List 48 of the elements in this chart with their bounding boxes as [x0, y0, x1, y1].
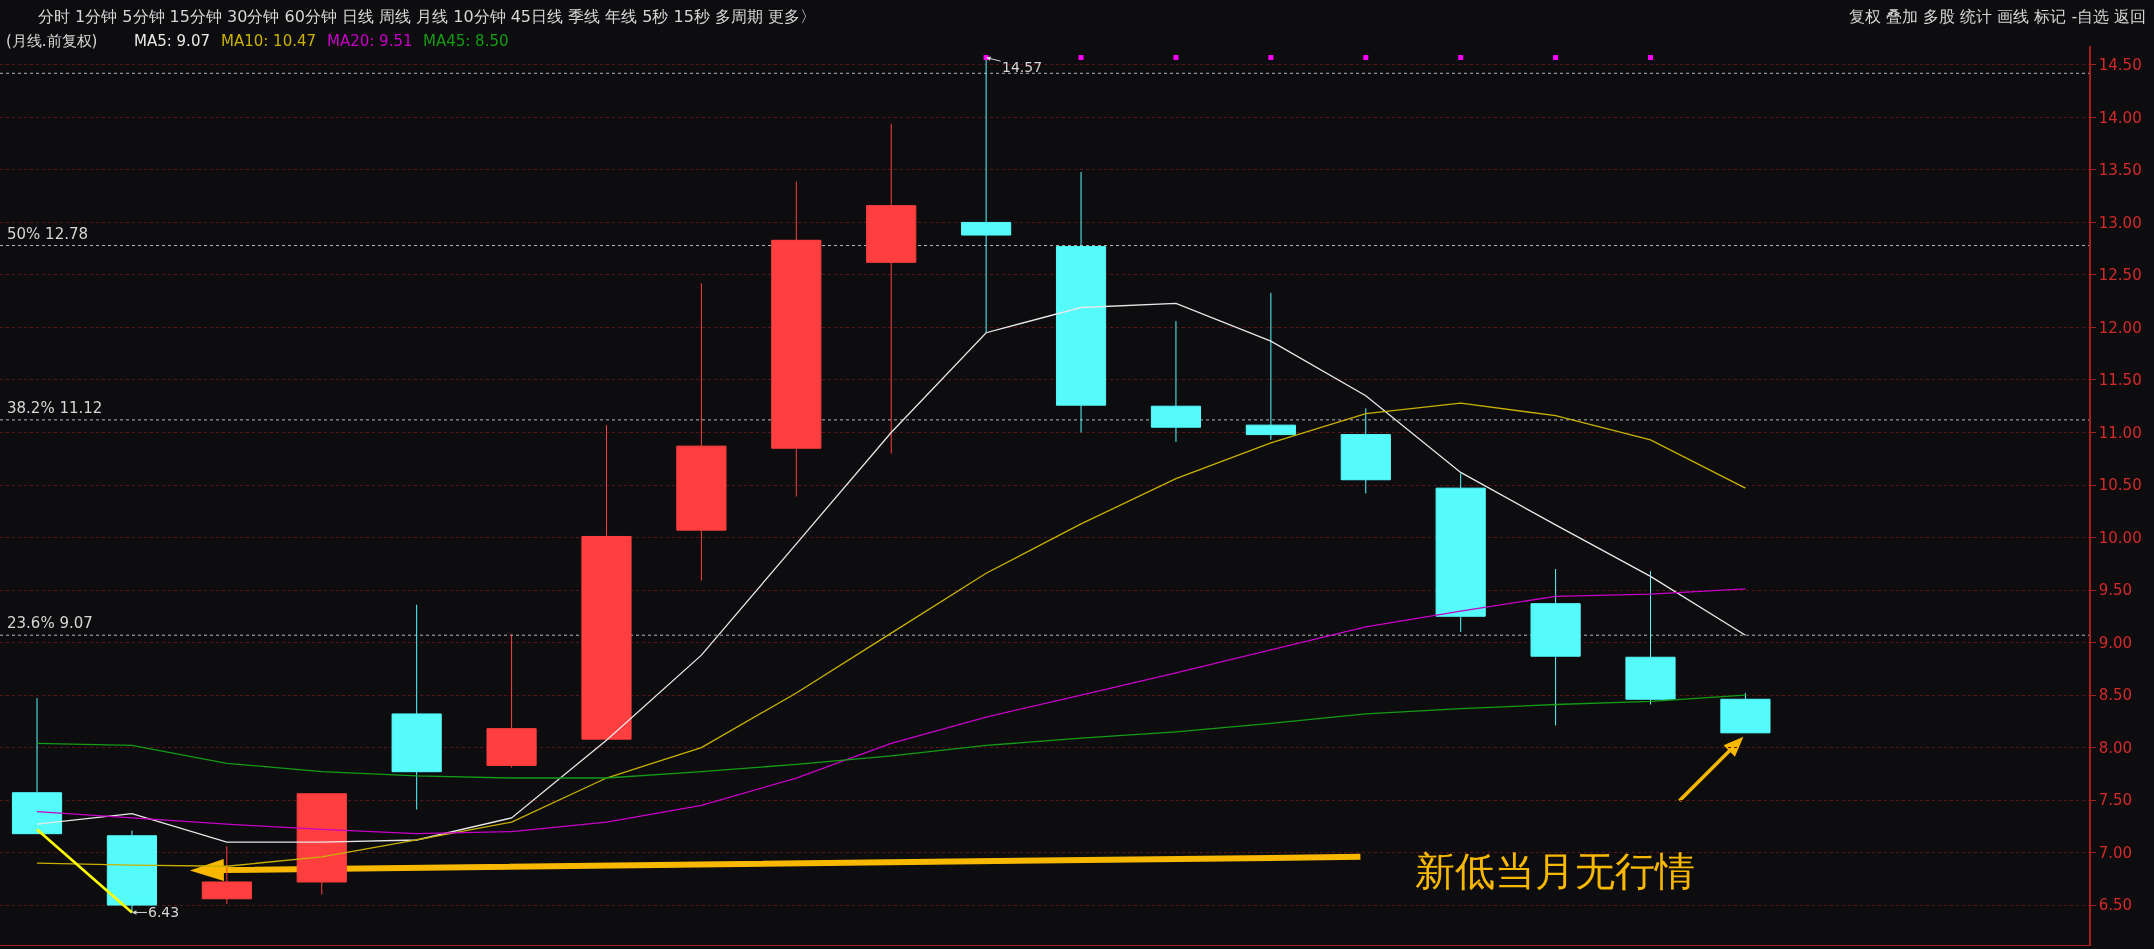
y-tick-label: 12.50	[2098, 266, 2142, 285]
y-tick-label: 14.00	[2098, 108, 2142, 127]
y-tick-label: 13.00	[2098, 213, 2142, 232]
ref-line-label: 50% 12.78	[7, 225, 89, 243]
text: MA10: 10.47	[221, 32, 317, 50]
y-tick-label: 14.50	[2098, 56, 2142, 75]
y-tick-label: 6.50	[2098, 896, 2133, 915]
candlestick	[866, 123, 917, 454]
candlestick	[1435, 472, 1486, 633]
candlestick	[1340, 407, 1391, 494]
y-tick-label: 9.50	[2098, 581, 2133, 600]
candlestick	[1150, 320, 1202, 443]
candlestick	[486, 633, 537, 769]
candlestick	[391, 604, 442, 811]
text: MA5: 9.07	[134, 32, 210, 50]
text: 14.57	[1002, 59, 1043, 75]
candlestick	[676, 282, 727, 582]
y-tick-label: 10.00	[2098, 528, 2142, 547]
candlestick	[1245, 292, 1296, 441]
y-tick-label: 9.00	[2098, 633, 2133, 652]
y-tick-label: 12.00	[2098, 318, 2142, 337]
y-tick-label: 8.50	[2098, 686, 2133, 705]
ref-line-label: 38.2% 11.12	[7, 399, 103, 417]
y-tick-label: 11.00	[2098, 423, 2142, 442]
text: MA45: 8.50	[423, 32, 509, 50]
candlestick	[771, 180, 822, 498]
y-tick-label: 13.50	[2098, 161, 2142, 180]
y-tick-label: 11.50	[2098, 371, 2142, 390]
y-tick-label: 8.00	[2098, 738, 2133, 757]
y-tick-label: 7.00	[2098, 843, 2133, 862]
y-tick-label: 7.50	[2098, 791, 2133, 810]
candlestick	[201, 845, 252, 905]
candlestick	[296, 793, 347, 896]
ref-line-label: 23.6% 9.07	[7, 614, 93, 632]
y-tick-label: 10.50	[2098, 476, 2142, 495]
text: 复权 叠加 多股 统计 画线 标记 -自选 返回	[1849, 7, 2147, 26]
text: 分时 1分钟 5分钟 15分钟 30分钟 60分钟 日线 周线 月线 10分钟 45日线 季线 年线 5秒 15秒 多周期 更多〉	[38, 7, 817, 26]
annotation: 新低当月无行情	[1415, 848, 1695, 894]
candlestick	[11, 697, 63, 835]
candlestick	[1720, 692, 1771, 734]
chart-title: (月线.前复权)	[6, 32, 98, 51]
candlestick	[581, 424, 632, 740]
candlestick	[1625, 570, 1676, 705]
text: MA20: 9.51	[327, 32, 413, 50]
candlestick	[1055, 171, 1107, 433]
line-series	[36, 694, 1747, 779]
candlestick	[1530, 568, 1581, 726]
text: 6.43	[148, 904, 180, 920]
